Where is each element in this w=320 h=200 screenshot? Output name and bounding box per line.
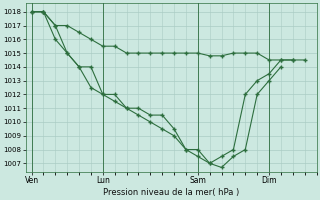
X-axis label: Pression niveau de la mer( hPa ): Pression niveau de la mer( hPa )	[103, 188, 239, 197]
